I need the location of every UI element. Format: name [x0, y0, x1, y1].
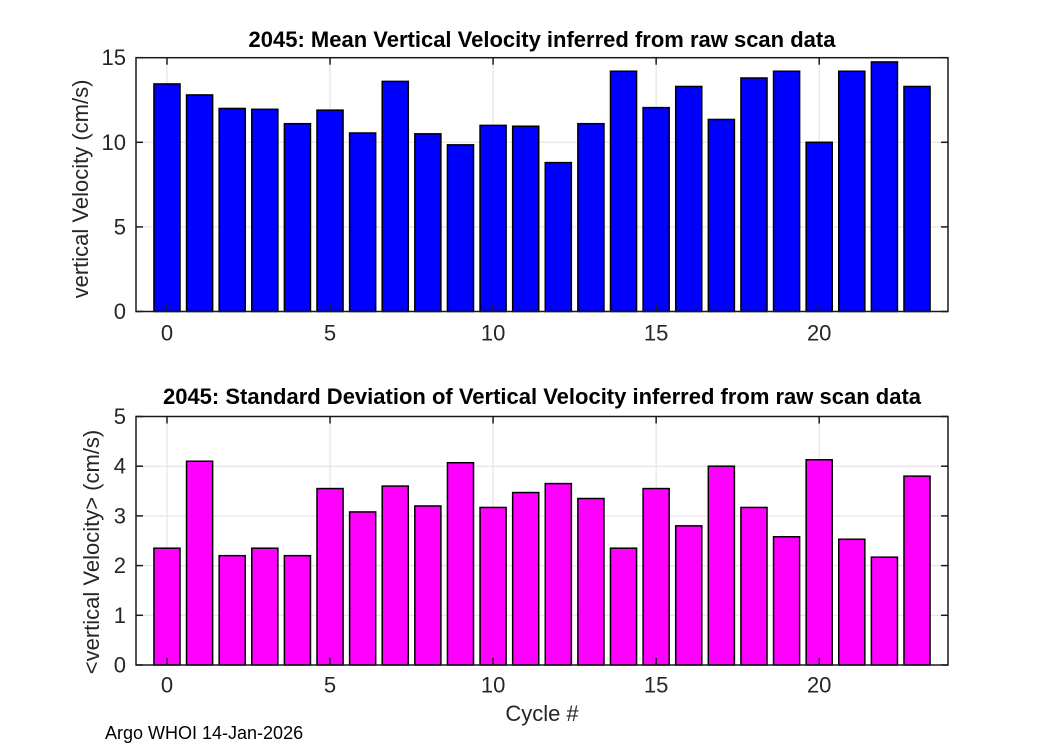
bar-cycle-12	[544, 482, 573, 666]
y-tick-label: 3	[114, 503, 126, 528]
bar-cycle-7	[381, 485, 410, 666]
bar-cycle-15	[642, 487, 670, 666]
x-tick-label: 20	[807, 673, 831, 698]
x-tick-label: 15	[644, 673, 668, 698]
bar-cycle-21	[838, 70, 866, 313]
bar-cycle-9	[446, 144, 475, 313]
bar-cycle-20	[805, 458, 833, 666]
bar-cycle-8	[414, 505, 442, 666]
x-tick-label: 10	[481, 321, 505, 346]
bar-cycle-2	[218, 107, 246, 313]
bar-cycle-16	[674, 85, 703, 313]
x-tick-label: 15	[644, 321, 668, 346]
bar-cycle-12	[544, 161, 573, 313]
axes-box	[135, 56, 949, 313]
bar-cycle-13	[577, 497, 605, 666]
bar-cycle-11	[511, 491, 540, 666]
bar-cycle-18	[740, 506, 768, 666]
y-tick-label: 4	[114, 454, 126, 479]
bar-cycle-14	[609, 547, 638, 666]
mean-velocity-chart: 0 5 10 15 0 5 10 15 20	[102, 45, 949, 346]
y-tick-label: 5	[114, 404, 126, 429]
y-tick-label: 1	[114, 603, 126, 628]
y-tick-label: 0	[114, 299, 126, 324]
x-tick-label: 10	[481, 673, 505, 698]
y-tick-label: 15	[102, 45, 126, 70]
y-tick-label: 0	[114, 653, 126, 678]
bar-cycle-17	[707, 465, 736, 666]
x-tick-label: 5	[324, 673, 336, 698]
bar-cycle-16	[674, 525, 703, 666]
bar-cycle-1	[185, 460, 214, 666]
bar-cycle-20	[805, 141, 833, 313]
bar-cycle-22	[870, 61, 899, 313]
x-axis-label: Cycle #	[505, 701, 579, 726]
bar-cycle-0	[153, 83, 181, 313]
bar-cycle-17	[707, 118, 736, 313]
bar-cycle-22	[870, 556, 899, 666]
bar-cycle-11	[511, 125, 540, 313]
bar-cycle-21	[838, 538, 866, 666]
x-tick-label: 0	[161, 673, 173, 698]
y-tick-label: 2	[114, 553, 126, 578]
x-tick-label: 20	[807, 321, 831, 346]
bar-cycle-3	[251, 547, 279, 666]
x-tick-label: 5	[324, 321, 336, 346]
bar-cycle-18	[740, 77, 768, 313]
bar-cycle-14	[609, 70, 638, 313]
bar-cycle-10	[479, 506, 507, 666]
bar-cycle-6	[348, 132, 377, 313]
bar-cycle-0	[153, 547, 181, 666]
bar-cycle-23	[903, 475, 931, 666]
bar-cycle-5	[316, 109, 344, 313]
std-velocity-chart: 0 1 2 3 4 5 0 5 10 15 20	[114, 404, 949, 698]
bar-cycle-10	[479, 124, 507, 313]
bar-cycle-4	[283, 122, 312, 313]
bar-cycle-3	[251, 108, 279, 313]
x-tick-label: 0	[161, 321, 173, 346]
bar-cycle-13	[577, 122, 605, 313]
footer-annotation: Argo WHOI 14-Jan-2026	[105, 723, 304, 743]
chart2-y-axis-label: <vertical Velocity> (cm/s)	[79, 429, 104, 675]
bar-cycle-7	[381, 80, 410, 313]
chart1-y-axis-label: vertical Velocity (cm/s)	[68, 79, 93, 299]
bar-cycle-15	[642, 106, 670, 313]
chart2-title: 2045: Standard Deviation of Vertical Vel…	[162, 384, 922, 409]
bar-cycle-23	[903, 85, 931, 313]
bar-cycle-19	[772, 70, 801, 313]
bar-cycle-1	[185, 94, 214, 313]
bar-cycle-5	[316, 487, 344, 666]
bar-cycle-6	[348, 511, 377, 666]
chart1-title: 2045: Mean Vertical Velocity inferred fr…	[248, 27, 836, 52]
bar-cycle-8	[414, 133, 442, 313]
bar-cycle-9	[446, 461, 475, 666]
y-tick-label: 5	[114, 214, 126, 239]
axes-box	[135, 415, 949, 666]
bar-cycle-4	[283, 554, 312, 666]
y-tick-label: 10	[102, 130, 126, 155]
bar-cycle-19	[772, 536, 801, 666]
bar-cycle-2	[218, 554, 246, 666]
